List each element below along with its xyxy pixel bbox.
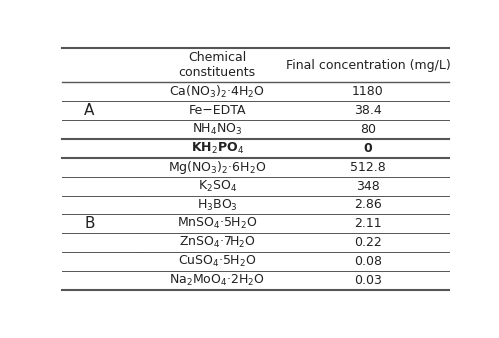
Text: 2.86: 2.86 [354,198,382,212]
Text: B: B [84,216,95,231]
Text: K$_2$SO$_4$: K$_2$SO$_4$ [198,178,237,194]
Text: 38.4: 38.4 [354,104,382,117]
Text: A: A [84,103,95,118]
Text: 1180: 1180 [352,85,384,98]
Text: CuSO$_4$·5H$_2$O: CuSO$_4$·5H$_2$O [178,254,256,269]
Text: H$_3$BO$_3$: H$_3$BO$_3$ [197,197,238,213]
Text: Ca(NO$_3$)$_2$·4H$_2$O: Ca(NO$_3$)$_2$·4H$_2$O [169,83,265,100]
Text: ZnSO$_4$·7H$_2$O: ZnSO$_4$·7H$_2$O [179,235,255,250]
Text: 2.11: 2.11 [354,217,382,231]
Text: NH$_4$NO$_3$: NH$_4$NO$_3$ [192,122,243,137]
Text: 512.8: 512.8 [350,161,386,174]
Text: Chemical
constituents: Chemical constituents [179,51,255,79]
Text: Mg(NO$_3$)$_2$·6H$_2$O: Mg(NO$_3$)$_2$·6H$_2$O [168,159,266,176]
Text: 0.08: 0.08 [354,255,382,268]
Text: Final concentration (mg/L): Final concentration (mg/L) [285,59,450,72]
Text: MnSO$_4$·5H$_2$O: MnSO$_4$·5H$_2$O [177,216,257,232]
Text: 0.03: 0.03 [354,274,382,287]
Text: Na$_2$MoO$_4$·2H$_2$O: Na$_2$MoO$_4$·2H$_2$O [169,273,265,288]
Text: 0: 0 [363,142,372,155]
Text: KH$_2$PO$_4$: KH$_2$PO$_4$ [191,141,244,156]
Text: 80: 80 [360,123,376,136]
Text: 348: 348 [356,179,380,193]
Text: Fe−EDTA: Fe−EDTA [188,104,246,117]
Text: 0.22: 0.22 [354,236,382,249]
